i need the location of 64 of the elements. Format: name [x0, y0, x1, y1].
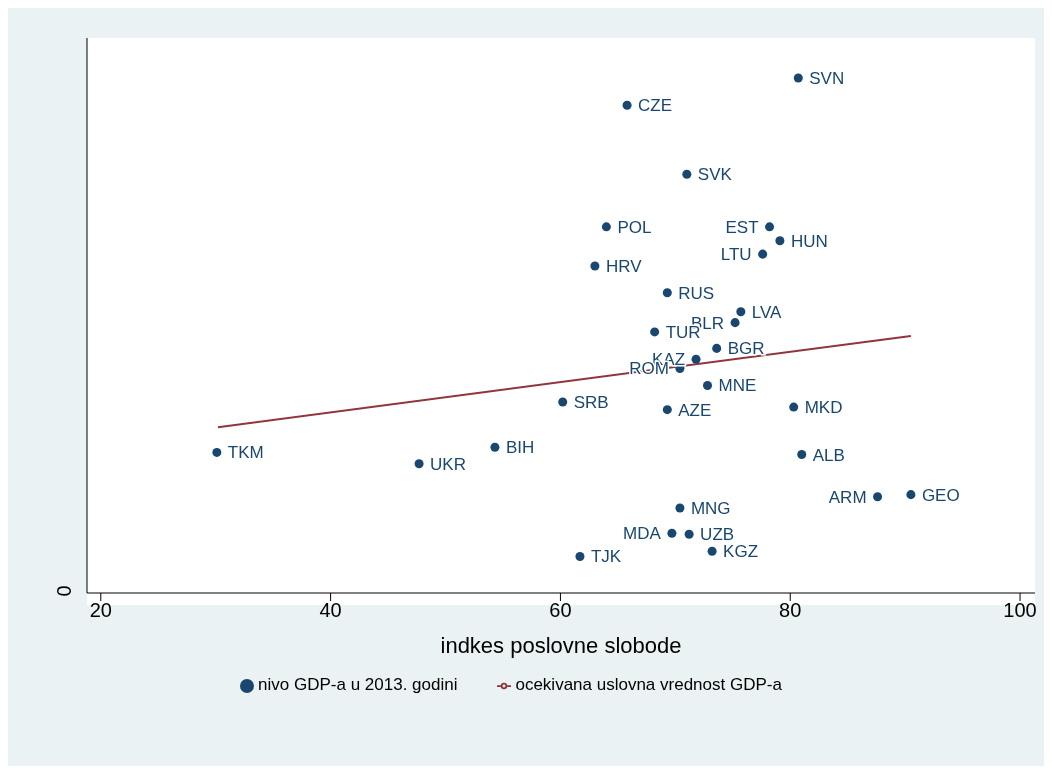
x-tick-label: 100 — [1003, 599, 1037, 622]
annotation: EST — [725, 217, 759, 237]
legend-label: ocekivana uslovna vrednost GDP-a — [515, 675, 782, 694]
annotation: LVA — [751, 302, 783, 322]
annotation: LTU — [720, 245, 752, 265]
annotation: RUS — [678, 283, 715, 303]
annotation: POL — [617, 217, 652, 237]
point — [775, 236, 785, 246]
x-tick-label: 60 — [549, 599, 572, 622]
point — [590, 261, 600, 271]
annotation: HUN — [790, 231, 828, 251]
point — [601, 222, 611, 232]
point — [558, 397, 568, 407]
annotation: BIH — [505, 438, 535, 458]
annotation: CZE — [638, 96, 673, 116]
annotation: SVK — [697, 165, 733, 185]
x-tick-label: 40 — [319, 599, 342, 622]
point — [906, 490, 916, 500]
annotation: MNG — [690, 499, 731, 519]
x-tick-label: 20 — [89, 599, 112, 622]
x-tick-label: 80 — [779, 599, 802, 622]
annotation: MKD — [804, 398, 843, 418]
x-axis-title: indkes poslovne slobode — [440, 633, 682, 658]
point — [684, 529, 694, 539]
annotation: GEO — [921, 485, 960, 505]
point — [675, 503, 685, 513]
point — [789, 402, 799, 412]
annotation: TKM — [227, 443, 264, 463]
point — [662, 288, 672, 298]
point — [682, 169, 692, 179]
point — [765, 222, 775, 232]
point — [707, 546, 717, 556]
point — [490, 442, 500, 452]
point — [797, 449, 807, 459]
annotation: UZB — [700, 525, 735, 545]
point — [758, 249, 768, 259]
text: 0 — [53, 585, 75, 597]
annotation: SRB — [573, 392, 609, 412]
point — [793, 73, 803, 83]
point — [736, 307, 746, 317]
annotation: SVN — [809, 69, 845, 89]
point — [712, 343, 722, 353]
annotation: TJK — [590, 547, 622, 567]
point — [575, 551, 585, 561]
annotation: MNE — [718, 376, 757, 396]
annotation: HRV — [605, 257, 643, 277]
point — [667, 528, 677, 538]
annotation: BGR — [727, 339, 765, 359]
legend-label: nivo GDP-a u 2013. godini — [258, 675, 458, 694]
annotation: KGZ — [723, 542, 759, 562]
annotation: ARM — [828, 487, 867, 507]
point — [414, 459, 424, 469]
point — [730, 318, 740, 328]
point — [691, 354, 701, 364]
point — [703, 380, 713, 390]
annotation: AZE — [678, 400, 712, 420]
annotation: MDA — [623, 524, 662, 544]
point — [622, 100, 632, 110]
point — [650, 327, 660, 337]
point — [662, 405, 672, 415]
annotation: UKR — [430, 454, 466, 474]
point — [873, 492, 883, 502]
annotation: ALB — [812, 445, 845, 465]
point — [212, 447, 222, 457]
